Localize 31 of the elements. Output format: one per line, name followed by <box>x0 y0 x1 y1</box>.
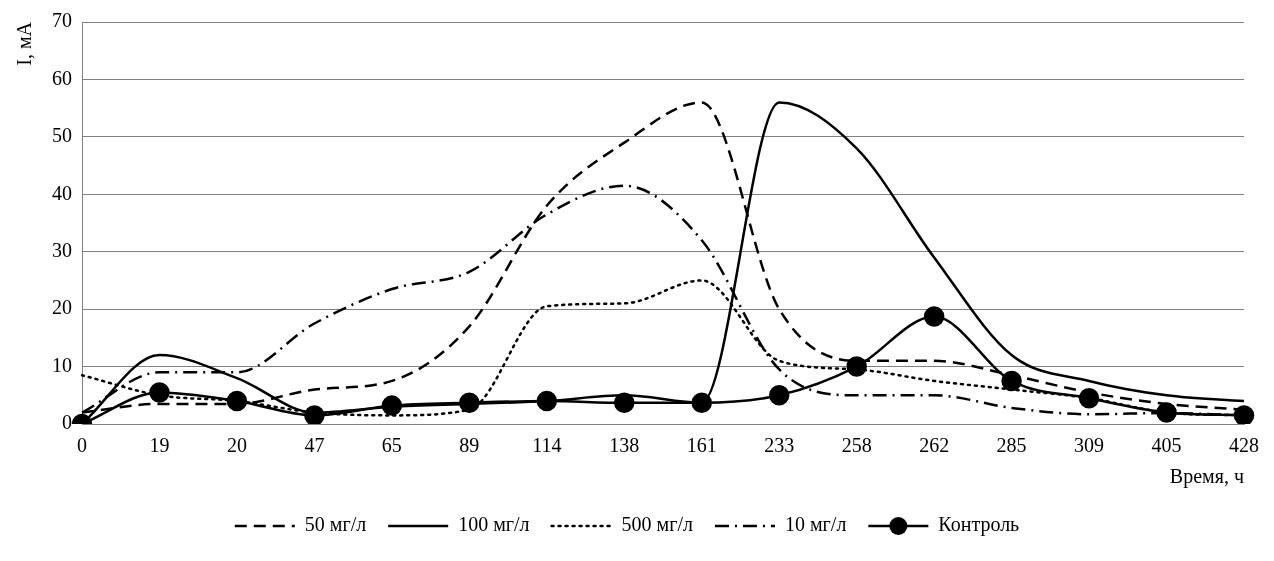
x-tick-label: 0 <box>77 434 87 457</box>
legend-label: 100 мг/л <box>458 513 530 536</box>
y-tick-label: 40 <box>52 181 72 204</box>
x-axis-title: Время, ч <box>1169 465 1244 489</box>
legend-label: 50 мг/л <box>304 513 367 536</box>
legend-label: Контроль <box>938 513 1020 537</box>
x-tick-label: 405 <box>1151 434 1182 457</box>
x-tick-label: 262 <box>919 434 950 457</box>
x-tick-label: 161 <box>686 434 717 457</box>
x-tick-label: 428 <box>1229 434 1259 457</box>
x-tick-label: 309 <box>1074 434 1105 457</box>
x-tick-label: 285 <box>996 434 1027 457</box>
y-tick-label: 10 <box>52 353 72 376</box>
y-tick-label: 20 <box>52 296 72 319</box>
x-tick-label: 65 <box>381 434 402 457</box>
y-tick-label: 0 <box>62 411 72 434</box>
x-tick-label: 114 <box>532 434 562 457</box>
x-tick-label: 19 <box>149 434 170 457</box>
y-tick-label: 50 <box>52 124 72 147</box>
legend-label: 500 мг/л <box>621 513 693 536</box>
y-axis-title: I, мА <box>13 21 36 66</box>
x-tick-label: 258 <box>841 434 872 457</box>
x-tick-label: 89 <box>459 434 480 457</box>
x-tick-label: 233 <box>764 434 795 457</box>
y-tick-label: 70 <box>52 9 72 32</box>
y-tick-label: 30 <box>52 238 72 261</box>
x-tick-label: 47 <box>304 434 325 457</box>
y-tick-label: 60 <box>52 66 72 89</box>
x-tick-label: 20 <box>226 434 247 457</box>
legend-label: 10 мг/л <box>784 513 847 536</box>
x-tick-label: 138 <box>609 434 640 457</box>
